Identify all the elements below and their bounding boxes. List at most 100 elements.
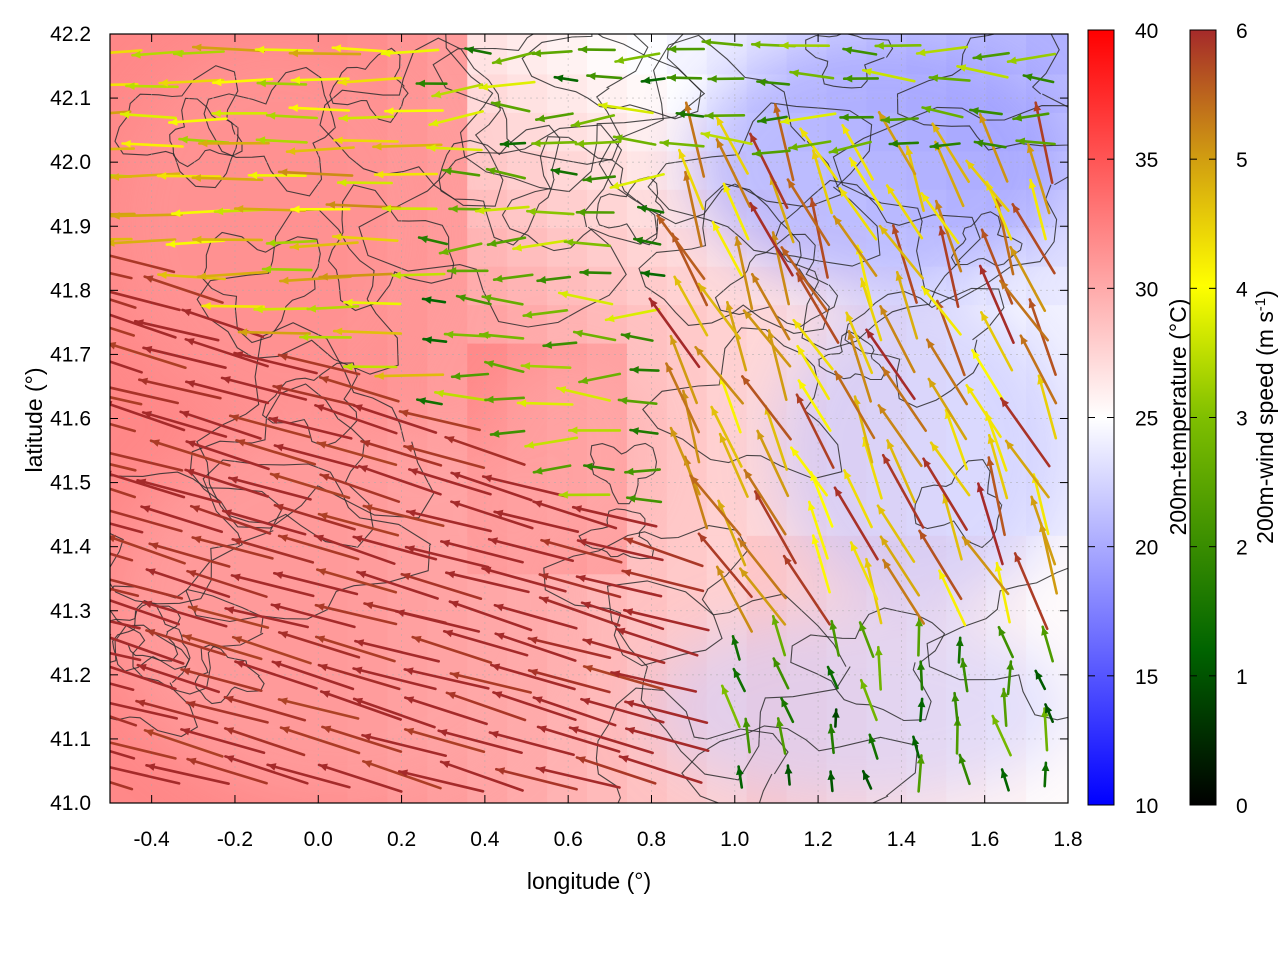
contour-line <box>805 34 894 89</box>
wind-arrow-shaft <box>356 570 439 600</box>
wind-arrow-head <box>274 503 284 512</box>
wind-arrow <box>623 537 704 568</box>
wind-arrow-shaft <box>314 603 398 626</box>
wind-arrow <box>180 667 263 693</box>
wind-arrow-head <box>660 139 670 148</box>
wind-arrow-head <box>79 51 87 59</box>
wind-arrow-head <box>267 111 276 120</box>
wind-arrow <box>700 131 753 146</box>
wind-arrow-head <box>740 568 749 578</box>
contour-line <box>521 34 702 120</box>
wind-arrow-head <box>249 171 258 180</box>
wind-arrow-head <box>485 395 494 404</box>
wind-arrow-head <box>289 49 298 58</box>
y-tick-label: 41.6 <box>50 408 91 431</box>
wind-arrow <box>715 565 754 633</box>
wind-arrow-head <box>291 205 300 214</box>
wind-arrow-head <box>137 478 147 487</box>
wind-arrow <box>492 273 534 283</box>
wind-arrow <box>1015 137 1056 146</box>
wind-arrow <box>110 395 143 406</box>
temperature-cell <box>587 185 631 229</box>
wind-arrow-shaft <box>140 505 223 534</box>
y-tick-label: 41.5 <box>50 472 91 495</box>
wind-arrow <box>156 172 222 180</box>
wind-arrow <box>874 645 883 691</box>
wind-arrow-head <box>584 664 593 673</box>
wind-arrow-head <box>781 247 790 257</box>
wind-arrow-shaft <box>582 665 664 691</box>
wind-arrow <box>751 149 791 158</box>
wind-arrow <box>289 241 359 251</box>
wind-arrow-shaft <box>319 690 403 721</box>
wind-arrow-head <box>55 309 64 317</box>
wind-arrow-head <box>202 302 211 310</box>
wind-arrow-head <box>625 467 634 476</box>
wind-arrow <box>799 127 839 181</box>
wind-arrow <box>265 111 319 120</box>
wind-arrow <box>439 760 524 792</box>
wind-arrow-head <box>839 188 848 198</box>
wind-arrow-head <box>883 455 891 465</box>
wind-arrow <box>582 638 666 665</box>
wind-arrow-head <box>860 680 868 690</box>
wind-arrow <box>273 503 356 531</box>
wind-arrow <box>191 174 264 182</box>
wind-arrow-shaft <box>516 401 574 406</box>
wind-arrow <box>673 275 709 337</box>
temperature-cell <box>626 339 671 383</box>
wind-arrow-head <box>180 410 190 419</box>
wind-arrow-shaft <box>450 500 534 530</box>
wind-arrow-head <box>627 494 636 503</box>
wind-arrow-head <box>230 414 240 422</box>
wind-arrow-head <box>584 462 593 471</box>
wind-arrow-shaft <box>939 225 960 309</box>
wind-arrow-shaft <box>915 45 969 55</box>
wind-arrow-head <box>185 338 195 346</box>
wind-arrow-head <box>404 667 414 675</box>
wind-arrow <box>290 76 350 84</box>
wind-arrow <box>575 574 663 598</box>
wind-arrow <box>558 491 611 499</box>
wind-arrow <box>927 377 968 441</box>
wind-arrow-head <box>263 265 272 274</box>
wind-arrow-head <box>500 140 510 148</box>
wind-arrow-head <box>919 530 928 540</box>
temperature-cell <box>666 416 711 459</box>
wind-arrow-shaft <box>995 561 1011 624</box>
wind-arrow <box>110 765 181 785</box>
wind-arrow <box>110 147 135 151</box>
wind-arrow-shaft <box>487 537 575 563</box>
wind-arrow <box>874 41 922 50</box>
wind-arrow <box>737 537 787 600</box>
wind-arrow-head <box>939 570 947 580</box>
wind-arrow-head <box>670 336 678 346</box>
wind-arrow-head <box>269 416 279 424</box>
wind-arrow-shaft <box>718 432 749 498</box>
wind-arrow-head <box>357 570 367 579</box>
wind-arrow <box>211 109 268 118</box>
wind-arrow <box>704 111 746 120</box>
wind-arrow <box>797 379 832 432</box>
wind-arrow-head <box>927 339 935 349</box>
wind-arrow-shaft <box>272 571 359 596</box>
wind-arrow-head <box>1006 661 1015 670</box>
wind-arrow-head <box>757 78 766 87</box>
wind-arrow <box>314 603 398 626</box>
wind-arrow-shaft <box>492 691 577 722</box>
wind-arrow-head <box>834 216 842 226</box>
wind-arrow-head <box>931 442 939 452</box>
wind-arrow-head <box>353 666 363 675</box>
wind-arrow-shaft <box>697 282 741 340</box>
wind-arrow <box>582 175 617 183</box>
wind-arrow-shaft <box>110 290 181 312</box>
wind-arrow-head <box>334 136 343 145</box>
wind-arrow-head <box>279 631 289 639</box>
temperature-region <box>110 34 444 419</box>
wind-arrow-shaft <box>234 660 318 690</box>
wind-arrow-shaft <box>394 609 481 633</box>
wind-arrow-shaft <box>391 272 446 277</box>
wind-arrow-shaft <box>885 184 924 240</box>
wind-arrow <box>922 457 968 531</box>
wind-arrow-head <box>667 73 676 82</box>
